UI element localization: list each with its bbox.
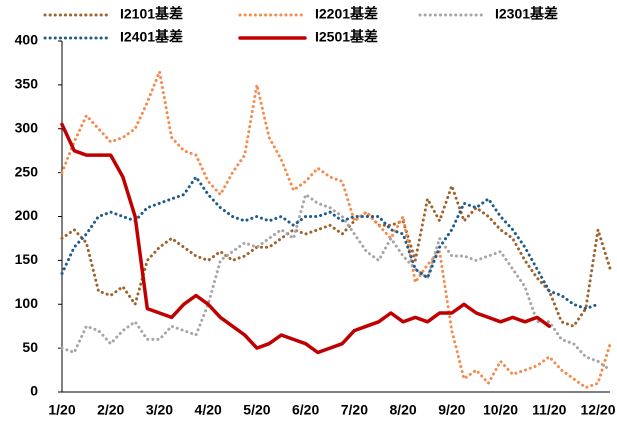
series-line [60, 70, 612, 390]
y-tick-label: 300 [15, 119, 39, 135]
legend-label: I2501基差 [315, 29, 378, 45]
x-tick-label: 9/20 [438, 402, 465, 418]
y-tick-label: 50 [22, 339, 38, 355]
y-tick-label: 0 [30, 383, 38, 399]
y-tick-label: 150 [15, 251, 39, 267]
x-tick-label: 1/20 [48, 402, 75, 418]
y-tick-label: 350 [15, 76, 39, 92]
x-tick-label: 5/20 [243, 402, 270, 418]
y-tick-label: 100 [15, 295, 39, 311]
x-tick-label: 4/20 [195, 402, 222, 418]
x-tick-label: 8/20 [389, 402, 416, 418]
series-line [60, 122, 552, 355]
legend-label: I2201基差 [315, 6, 378, 22]
y-tick-label: 200 [15, 207, 39, 223]
series-line [60, 193, 612, 372]
x-tick-label: 7/20 [341, 402, 368, 418]
y-tick-label: 400 [15, 32, 39, 48]
legend-label: I2401基差 [120, 29, 183, 45]
x-tick-label: 2/20 [97, 402, 124, 418]
y-tick-label: 250 [15, 163, 39, 179]
x-tick-label: 3/20 [146, 402, 173, 418]
x-tick-label: 6/20 [292, 402, 319, 418]
x-tick-label: 10/20 [483, 402, 518, 418]
legend-label: I2101基差 [120, 6, 183, 22]
x-tick-label: 11/20 [532, 402, 566, 418]
legend-label: I2301基差 [495, 6, 558, 22]
series-line [60, 175, 600, 311]
series-line [60, 184, 612, 328]
x-tick-label: 12/20 [580, 402, 615, 418]
